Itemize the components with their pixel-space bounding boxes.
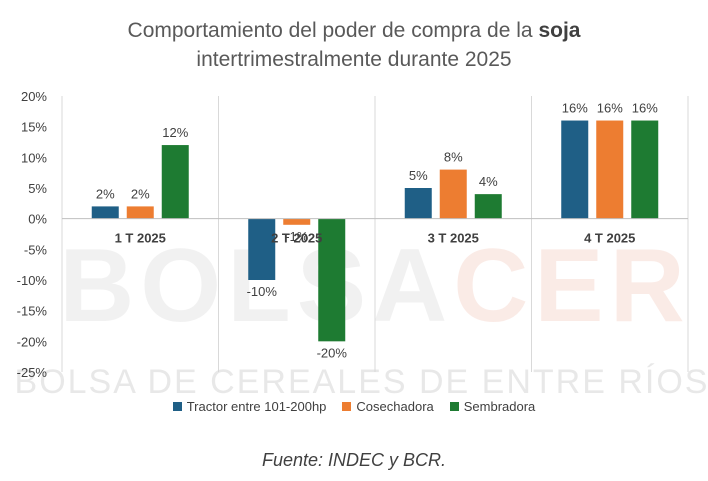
y-tick-label: 15% [21,120,47,135]
bar [283,218,311,225]
bar [318,218,346,342]
y-tick-label: 0% [28,212,47,227]
legend-item-tractor: Tractor entre 101-200hp [172,399,327,414]
watermark: BOLSACER BOLSA DE CEREALES DE ENTRE RÍOS [15,228,708,401]
title-prefix: Comportamiento del poder de compra de la [127,19,539,42]
y-tick-label: 10% [21,150,47,165]
data-label: 2% [96,186,115,201]
data-label: -20% [317,345,348,360]
bar [161,145,189,219]
bar [91,206,119,219]
y-tick-label: -15% [17,304,48,319]
y-axis: 20% 15% 10% 5% 0% -5% -10% -15% -20% -25% [17,89,48,380]
watermark-subtitle: BOLSA DE CEREALES DE ENTRE RÍOS [15,363,708,401]
bar [248,218,276,280]
data-label: 8% [444,150,463,165]
legend-label-sembradora: Sembradora [463,399,536,414]
data-label: 12% [162,125,188,140]
bar [404,188,432,219]
legend-swatch-cosechadora [342,402,352,411]
bar [439,169,467,219]
legend-label-tractor: Tractor entre 101-200hp [186,399,327,414]
data-label: 16% [632,101,658,116]
chart-title: Comportamiento del poder de compra de la… [0,16,708,74]
bar [631,120,659,219]
legend-swatch-sembradora [449,402,459,411]
category-label: 2 T 2025 [271,231,322,246]
legend: Tractor entre 101-200hp Cosechadora Semb… [0,399,708,414]
category-label: 3 T 2025 [428,231,479,246]
data-label: 4% [479,174,498,189]
y-tick-label: -25% [17,365,48,380]
y-tick-label: -10% [17,273,48,288]
bar [474,194,502,219]
title-bold-word: soja [538,19,581,42]
y-tick-label: -5% [24,242,48,257]
data-label: 16% [597,101,623,116]
category-labels: 1 T 2025 2 T 2025 3 T 2025 4 T 2025 [115,231,636,246]
data-label: 5% [409,168,428,183]
category-label: 4 T 2025 [584,231,635,246]
legend-swatch-tractor [172,402,182,411]
y-tick-label: -20% [17,334,48,349]
chart-title-line2: intertrimestralmente durante 2025 [196,48,512,71]
data-label: 2% [131,186,150,201]
y-tick-label: 5% [28,181,47,196]
grid-lines [61,96,689,372]
data-label: -1% [285,229,309,244]
legend-item-sembradora: Sembradora [449,399,536,414]
legend-item-cosechadora: Cosechadora [342,399,434,414]
legend-label-cosechadora: Cosechadora [356,399,434,414]
chart-title-line1: Comportamiento del poder de compra de la… [0,16,708,45]
data-label: -10% [247,284,278,299]
data-labels: 2% 2% 12% -10% -1% -20% 5% 8% 4% 16% 16% 16% [96,101,658,361]
bar [126,206,154,219]
bars [91,120,659,342]
category-label: 1 T 2025 [115,231,166,246]
source-note: Fuente: INDEC y BCR. [261,450,447,470]
bar [596,120,624,219]
data-label: 16% [562,101,588,116]
watermark-logo-part2: CER [453,228,691,344]
bar [561,120,589,219]
y-tick-label: 20% [21,89,47,104]
